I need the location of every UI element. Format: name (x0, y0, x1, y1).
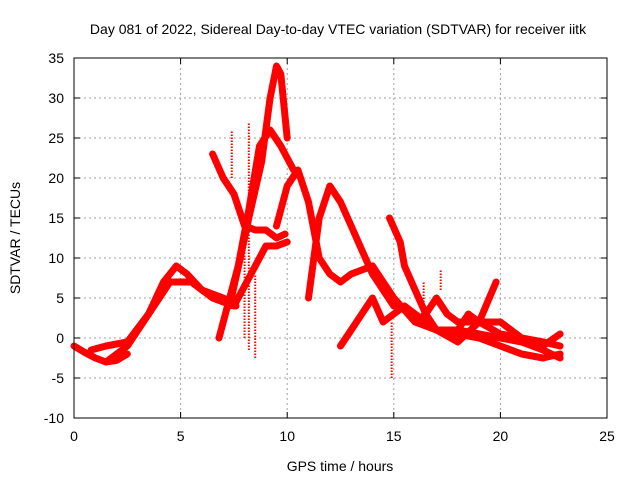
series-arc-10 (386, 214, 564, 362)
y-tick-label: 35 (48, 50, 64, 66)
x-tick-label: 20 (493, 428, 509, 444)
series-arc-1 (70, 342, 131, 366)
y-tick-label: 5 (56, 290, 64, 306)
y-tick-label: 15 (48, 210, 64, 226)
x-tick-label: 25 (599, 428, 615, 444)
grid (74, 58, 607, 418)
series-arc-2 (87, 262, 240, 354)
x-tick-label: 5 (177, 428, 185, 444)
y-tick-label: 20 (48, 170, 64, 186)
y-tick-label: 30 (48, 90, 64, 106)
x-tick-label: 15 (386, 428, 402, 444)
y-tick-label: -10 (44, 410, 64, 426)
y-tick-label: 0 (56, 330, 64, 346)
series-arc-8 (305, 182, 398, 310)
y-axis-label: SDTVAR / TECUs (7, 182, 23, 294)
y-tick-label: 10 (48, 250, 64, 266)
data-layer (70, 62, 564, 378)
x-axis-label: GPS time / hours (287, 458, 394, 474)
series-arc-9 (337, 278, 500, 350)
chart-title: Day 081 of 2022, Sidereal Day-to-day VTE… (90, 21, 587, 37)
plot-frame (73, 57, 608, 419)
x-tick-label: 0 (70, 428, 78, 444)
y-tick-label: 25 (48, 130, 64, 146)
series-arc-3 (102, 238, 291, 366)
axis-ticks: 0 5 10 15 20 25 -10 -5 0 5 10 15 20 25 30 35 (44, 50, 615, 444)
series-arc-7 (273, 166, 564, 362)
series-arc-12 (454, 310, 564, 350)
x-tick-label: 10 (279, 428, 295, 444)
series-arc-6 (226, 62, 291, 310)
y-tick-label: -5 (52, 370, 65, 386)
